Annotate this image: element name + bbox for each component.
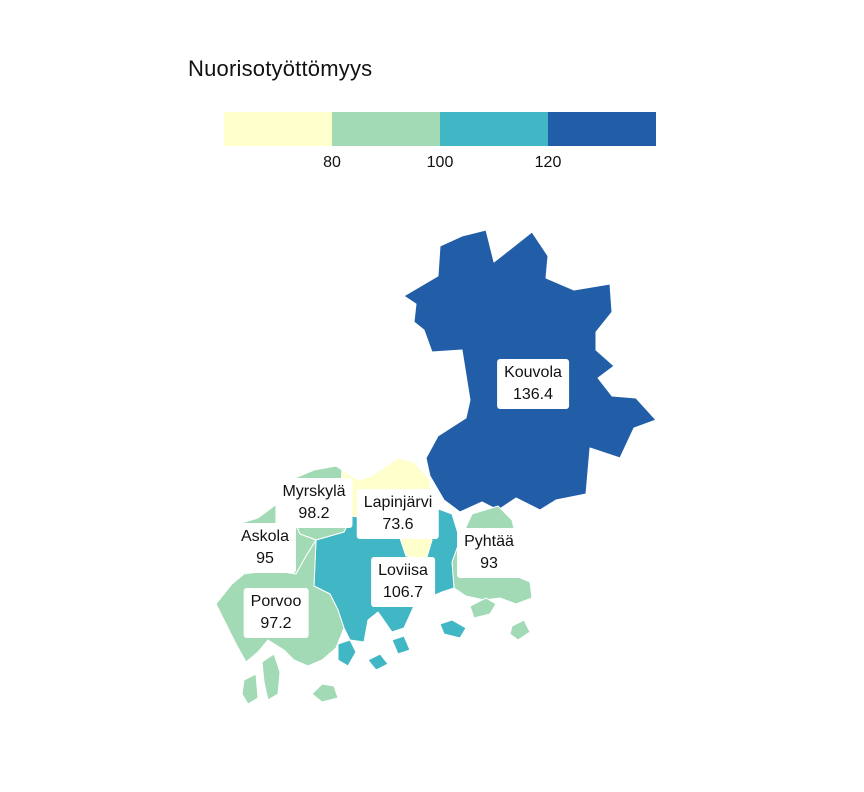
label-porvoo-value: 97.2	[260, 615, 292, 632]
legend-tick-120: 120	[534, 154, 562, 171]
label-kouvola-name: Kouvola	[504, 364, 562, 381]
region-pyhtaa-island-2	[509, 619, 531, 641]
color-legend	[224, 112, 656, 146]
region-loviisa-island-1	[337, 639, 357, 667]
label-loviisa-name: Loviisa	[378, 562, 428, 579]
region-loviisa-island-2	[367, 653, 389, 671]
legend-swatch-4	[548, 112, 656, 146]
label-pyhtaa: Pyhtää 93	[457, 528, 521, 578]
legend-swatch-2	[332, 112, 440, 146]
label-lapinjarvi: Lapinjärvi 73.6	[356, 489, 440, 539]
map-title: Nuorisotyöttömyys	[188, 56, 373, 81]
label-myrskyla-value: 98.2	[298, 505, 330, 522]
label-lapinjarvi-value: 73.6	[382, 516, 414, 533]
label-askola: Askola 95	[233, 523, 297, 573]
label-askola-name: Askola	[240, 528, 290, 545]
legend-tick-100: 100	[426, 154, 454, 171]
label-loviisa-value: 106.7	[382, 584, 424, 601]
label-kouvola: Kouvola 136.4	[497, 359, 569, 409]
label-porvoo-name: Porvoo	[250, 593, 302, 610]
legend-swatch-1	[224, 112, 332, 146]
region-pyhtaa-island-1	[469, 597, 497, 619]
region-porvoo-island-1	[261, 653, 281, 701]
legend-swatch-3	[440, 112, 548, 146]
label-pyhtaa-value: 93	[480, 555, 498, 572]
region-loviisa-island-3	[391, 635, 411, 655]
label-loviisa: Loviisa 106.7	[371, 557, 435, 607]
region-porvoo-island-2	[241, 673, 259, 705]
label-pyhtaa-name: Pyhtää	[464, 533, 514, 550]
label-askola-value: 95	[256, 550, 274, 567]
label-kouvola-value: 136.4	[512, 386, 554, 403]
label-myrskyla-name: Myrskylä	[282, 483, 346, 500]
label-porvoo: Porvoo 97.2	[243, 588, 309, 638]
legend-tick-80: 80	[323, 154, 341, 171]
region-loviisa-island-4	[439, 619, 467, 639]
label-myrskyla: Myrskylä 98.2	[275, 478, 353, 528]
region-porvoo-island-3	[311, 683, 339, 703]
label-lapinjarvi-name: Lapinjärvi	[363, 494, 433, 511]
